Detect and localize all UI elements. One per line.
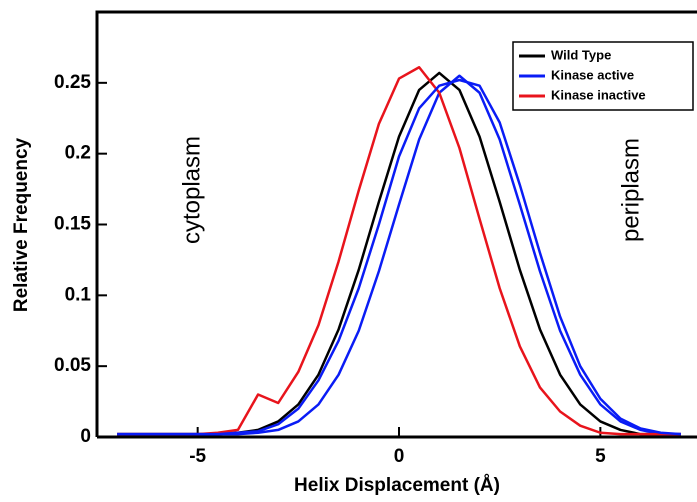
series-line	[117, 74, 681, 436]
x-axis-title: Helix Displacement (Å)	[294, 475, 500, 496]
series-line	[117, 66, 681, 436]
y-tick-label: 0.2	[65, 143, 91, 164]
y-tick-label: 0.15	[54, 214, 91, 235]
x-tick-label: 5	[595, 446, 606, 467]
y-tick-label: 0.05	[54, 355, 91, 376]
x-tick-label: 0	[394, 446, 405, 467]
series-line	[117, 78, 681, 436]
legend-label: Kinase active	[551, 67, 634, 82]
annotation: cytoplasm	[178, 136, 205, 244]
annotation: periplasm	[617, 138, 644, 242]
y-tick-label: 0.1	[65, 284, 92, 305]
y-tick-label: 0.25	[54, 72, 91, 93]
y-tick-label: 0	[80, 426, 91, 447]
x-tick-label: -5	[189, 446, 206, 467]
y-axis-title: Relative Frequency	[11, 137, 32, 312]
axis-frame	[95, 10, 697, 439]
series-line	[117, 71, 681, 436]
legend-label: Kinase inactive	[551, 87, 646, 102]
legend-label: Wild Type	[551, 47, 611, 62]
